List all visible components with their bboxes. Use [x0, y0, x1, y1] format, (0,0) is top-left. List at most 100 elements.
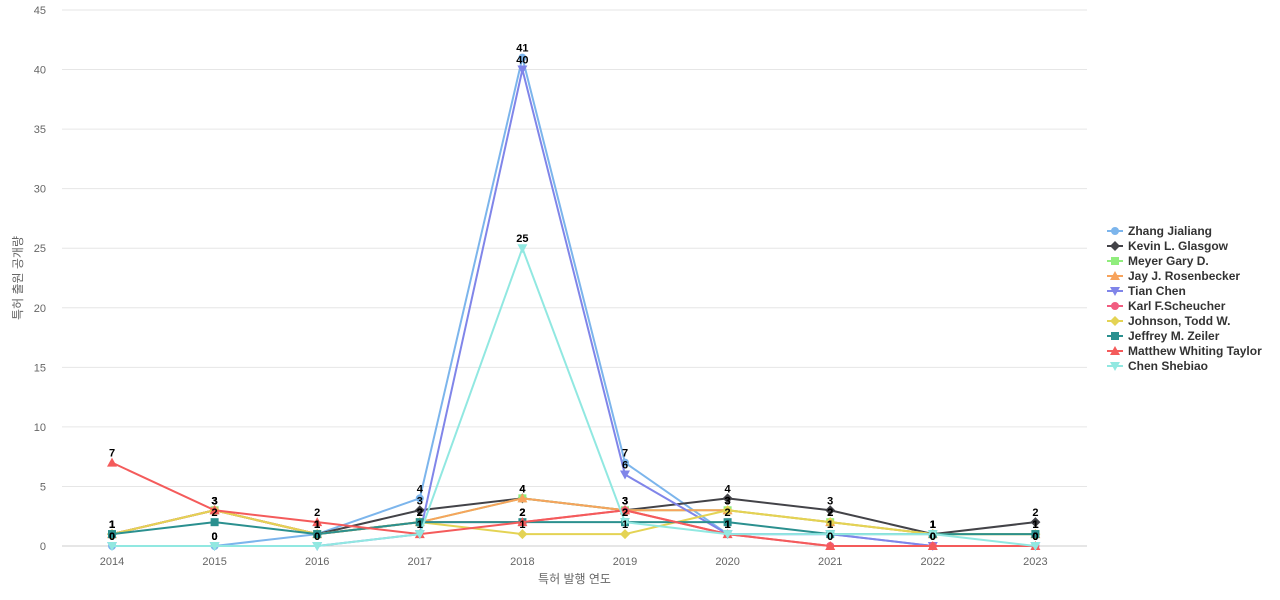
legend-item: Zhang Jialiang: [1107, 224, 1212, 238]
data-label: 1: [725, 519, 731, 531]
y-tick-label: 45: [34, 5, 46, 17]
y-axis-ticks: 0 5 10 15 20 25 30 35 40 45: [34, 5, 46, 553]
data-point: [620, 505, 630, 515]
data-label: 1: [827, 519, 833, 531]
data-label: 1: [109, 519, 115, 531]
data-label: 3: [622, 495, 628, 507]
y-tick-label: 35: [34, 124, 46, 136]
data-label: 3: [725, 495, 731, 507]
data-label: 1: [109, 519, 115, 531]
x-tick-label: 2015: [202, 556, 226, 568]
data-label: 3: [212, 495, 218, 507]
data-point: [722, 530, 733, 540]
data-point: [107, 457, 117, 467]
data-label: 0: [930, 531, 936, 543]
data-label: 41: [516, 43, 528, 55]
legend-marker: [1111, 332, 1119, 340]
x-tick-label: 2022: [921, 556, 945, 568]
data-label: 2: [417, 507, 423, 519]
data-point: [1031, 530, 1040, 539]
data-label: 1: [314, 519, 320, 531]
data-label: 3: [622, 495, 628, 507]
data-label: 3: [725, 495, 731, 507]
series: [108, 518, 1040, 539]
data-label: 0: [212, 531, 218, 543]
series: [108, 53, 1040, 550]
legend-item: Chen Shebiao: [1107, 359, 1208, 373]
data-label: 4: [725, 483, 732, 495]
series-lines: [107, 53, 1041, 551]
data-label: 3: [827, 495, 833, 507]
data-label: 1: [930, 519, 936, 531]
data-label: 0: [1032, 531, 1038, 543]
data-label: 0: [314, 531, 320, 543]
data-label: 0: [930, 531, 936, 543]
data-point: [108, 530, 116, 539]
legend-marker: [1110, 241, 1120, 251]
data-label: 0: [109, 531, 115, 543]
data-point: [1030, 542, 1041, 551]
data-label: 1: [1032, 519, 1038, 531]
y-tick-label: 20: [34, 303, 46, 315]
data-label: 1: [1032, 519, 1038, 531]
legend-marker: [1110, 271, 1120, 280]
data-label: 4: [519, 483, 526, 495]
legend-marker: [1111, 227, 1119, 235]
legend-label: Jay J. Rosenbecker: [1128, 269, 1240, 283]
data-label: 2: [622, 507, 628, 519]
series-line: [112, 56, 1036, 547]
data-point: [517, 244, 528, 254]
data-label: 0: [930, 531, 936, 543]
legend-label: Matthew Whiting Taylor: [1128, 344, 1262, 358]
legend-label: Kevin L. Glasgow: [1128, 239, 1229, 253]
y-tick-label: 0: [40, 541, 46, 553]
legend-marker: [1110, 346, 1120, 355]
data-label: 2: [827, 507, 833, 519]
data-point: [517, 65, 528, 75]
data-label: 1: [725, 519, 731, 531]
data-point: [517, 517, 528, 527]
data-label: 3: [212, 495, 218, 507]
x-tick-label: 2016: [305, 556, 329, 568]
data-point: [518, 53, 527, 62]
data-label: 4: [519, 483, 526, 495]
legend-label: Meyer Gary D.: [1128, 254, 1209, 268]
legend-label: Jeffrey M. Zeiler: [1128, 329, 1220, 343]
data-label: 3: [417, 495, 423, 507]
data-label: 1: [725, 519, 731, 531]
data-point: [312, 517, 323, 527]
data-point: [1030, 517, 1041, 528]
legend-marker: [1111, 257, 1119, 265]
legend-marker: [1110, 287, 1120, 296]
data-label: 2: [827, 507, 833, 519]
data-label: 2: [519, 507, 525, 519]
legend-label: Zhang Jialiang: [1128, 224, 1212, 238]
data-label: 2: [417, 507, 423, 519]
x-axis-ticks: 2014 2015 2016 2017 2018 2019 2020 2021 2022 2023: [100, 556, 1048, 568]
data-point: [414, 530, 425, 540]
data-point: [312, 542, 323, 551]
x-tick-label: 2023: [1023, 556, 1047, 568]
legend-item: Jeffrey M. Zeiler: [1107, 329, 1220, 343]
data-label: 0: [1032, 531, 1038, 543]
data-point: [517, 529, 528, 540]
data-point: [620, 518, 630, 528]
data-label: 7: [622, 448, 628, 460]
data-point: [209, 542, 220, 551]
y-axis-label: 특허 출원 공개량: [11, 236, 25, 320]
data-label: 0: [109, 531, 115, 543]
legend-label: Johnson, Todd W.: [1128, 314, 1230, 328]
data-label: 1: [109, 519, 115, 531]
legend-item: Kevin L. Glasgow: [1107, 239, 1229, 253]
data-label: 4: [417, 483, 424, 495]
x-tick-label: 2017: [408, 556, 432, 568]
legend-marker: [1110, 362, 1120, 371]
gridlines: [62, 9, 1087, 487]
series-line: [111, 461, 1036, 547]
data-label: 2: [212, 507, 218, 519]
data-point: [210, 518, 219, 527]
data-label: 0: [109, 531, 115, 543]
data-label: 0: [827, 531, 833, 543]
data-label: 3: [212, 495, 218, 507]
data-label: 0: [1032, 531, 1038, 543]
